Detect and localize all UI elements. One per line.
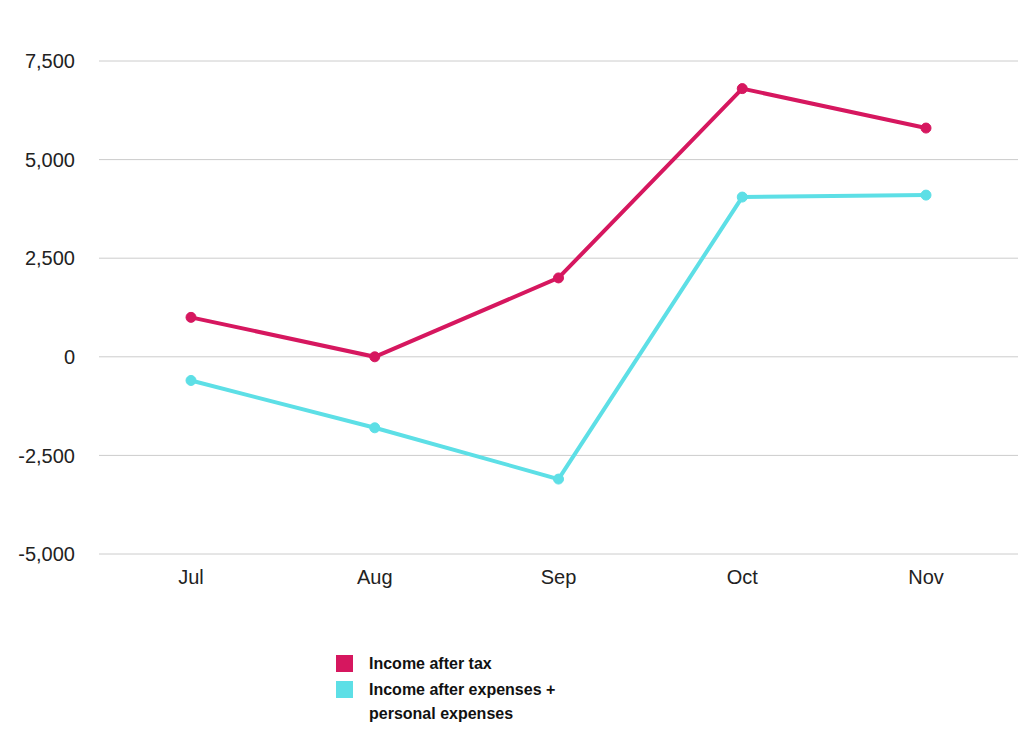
svg-text:Oct: Oct xyxy=(727,566,759,588)
svg-text:Nov: Nov xyxy=(908,566,944,588)
svg-text:5,000: 5,000 xyxy=(25,149,75,171)
svg-text:7,500: 7,500 xyxy=(25,50,75,72)
svg-text:-2,500: -2,500 xyxy=(18,445,75,467)
svg-text:Jul: Jul xyxy=(178,566,204,588)
svg-text:0: 0 xyxy=(64,346,75,368)
html-text:Income after tax: Income after tax xyxy=(369,655,492,672)
svg-text:Aug: Aug xyxy=(357,566,393,588)
html-text:Income after expenses + person: Income after expenses + personal expense… xyxy=(369,681,556,722)
svg-text:Sep: Sep xyxy=(541,566,577,588)
svg-text:-5,000: -5,000 xyxy=(18,543,75,565)
svg-text:2,500: 2,500 xyxy=(25,247,75,269)
